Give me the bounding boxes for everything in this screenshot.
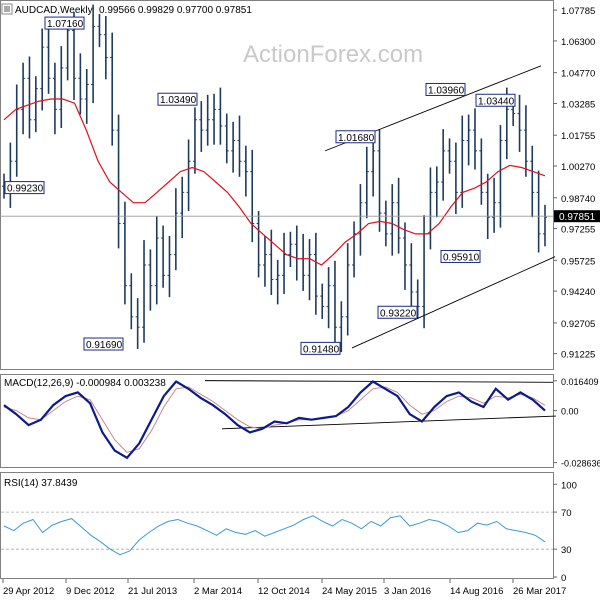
price-y-axis: 1.07785 1.06300 1.04770 1.03285 1.01755 1.002… — [553, 6, 600, 361]
price-annotation-box — [377, 305, 418, 319]
price-annotation-box — [425, 82, 466, 96]
x-tick-label: 3 Jan 2016 — [384, 586, 431, 597]
sma-line-group — [3, 98, 546, 266]
current-price-badge — [554, 210, 600, 223]
price-y-tick-label: 1.03285 — [561, 99, 595, 110]
price-annotation-box — [440, 249, 481, 263]
macd-lower-trendline — [221, 415, 557, 430]
x-tick-label: 29 Apr 2012 — [3, 586, 54, 597]
price-y-tick-label: 0.95725 — [561, 256, 595, 267]
price-annotation-label: 0.95910 — [443, 252, 480, 263]
rsi-y-tick-label: 0 — [561, 573, 566, 584]
price-y-tick-label: 0.92705 — [561, 319, 595, 330]
macd-upper-trendline — [204, 380, 554, 383]
macd-y-tick-label: 0.016409 — [561, 377, 599, 387]
watermark-text: ActionForex.com — [243, 41, 423, 68]
price-y-tick-label: 0.98740 — [561, 194, 595, 205]
price-annotation-box — [300, 341, 341, 355]
x-tick-label: 9 Dec 2012 — [66, 586, 115, 597]
price-annotation-box — [475, 93, 516, 107]
price-annotation-label: 1.03490 — [160, 95, 197, 106]
price-annotation-label: 1.03440 — [478, 96, 515, 107]
current-price-label: 0.97851 — [559, 212, 596, 223]
rsi-lines-group — [1, 511, 553, 556]
macd-y-tick-label: -0.028636 — [561, 459, 600, 469]
rsi-y-axis: 100 70 30 0 — [553, 480, 577, 584]
price-annotation-label: 0.91690 — [86, 340, 123, 351]
price-annotation-label: 0.91480 — [303, 344, 340, 355]
rsi-line — [3, 515, 546, 556]
price-annotation-box — [4, 181, 45, 195]
price-y-tick-label: 0.91225 — [561, 350, 595, 361]
x-axis: 29 Apr 2012 9 Dec 2012 21 Jul 2013 2 Mar 20… — [2, 579, 566, 597]
price-annotation-box — [44, 16, 85, 30]
rsi-y-tick-label: 30 — [561, 545, 572, 556]
ohlc-values: 0.99566 0.99829 0.97700 0.97851 — [99, 5, 252, 16]
macd-y-tick-label: 0.00 — [561, 407, 579, 417]
sma-line — [3, 98, 546, 266]
price-y-tick-label: 0.97255 — [561, 225, 595, 236]
macd-title: MACD(12,26,9) -0.000984 0.003238 — [4, 378, 166, 389]
price-annotations-group: 1.07160 1.03490 0.99230 0.91690 0.91480 0.932… — [4, 16, 516, 355]
rsi-title: RSI(14) 37.8439 — [4, 478, 78, 489]
price-y-tick-label: 1.07785 — [561, 6, 595, 17]
x-tick-label: 2 Mar 2014 — [194, 586, 242, 597]
x-tick-label: 26 Mar 2017 — [513, 586, 566, 597]
x-tick-label: 21 Jul 2013 — [128, 586, 177, 597]
macd-signal-line — [3, 386, 546, 453]
macd-line — [3, 380, 546, 460]
macd-y-axis: 0.016409 0.00 -0.028636 — [553, 377, 600, 469]
macd-lines-group — [3, 380, 557, 460]
price-y-tick-label: 1.00270 — [561, 162, 595, 173]
x-tick-label: 14 Aug 2016 — [450, 586, 503, 597]
price-annotation-label: 1.03960 — [428, 85, 465, 96]
price-annotation-box — [335, 130, 376, 144]
price-annotation-label: 1.07160 — [47, 19, 84, 30]
price-y-tick-label: 0.94240 — [561, 287, 595, 298]
rsi-y-tick-label: 70 — [561, 508, 572, 519]
price-annotation-label: 0.93220 — [380, 308, 417, 319]
price-y-tick-label: 1.04770 — [561, 69, 595, 80]
price-annotation-label: 1.01680 — [338, 133, 375, 144]
menu-lines-icon — [4, 6, 10, 12]
x-tick-label: 12 Oct 2014 — [258, 586, 310, 597]
price-annotation-box — [83, 337, 124, 351]
rsi-y-tick-label: 100 — [561, 480, 577, 491]
channel-lower-trendline — [351, 256, 556, 349]
price-y-tick-label: 1.01755 — [561, 131, 595, 142]
price-annotation-box — [157, 92, 198, 106]
symbol-title: AUDCAD,Weekly — [15, 5, 93, 16]
rsi-panel-frame — [0, 472, 554, 579]
price-y-tick-label: 1.06300 — [561, 37, 595, 48]
x-tick-label: 24 May 2015 — [322, 586, 377, 597]
price-annotation-label: 0.99230 — [7, 184, 44, 195]
